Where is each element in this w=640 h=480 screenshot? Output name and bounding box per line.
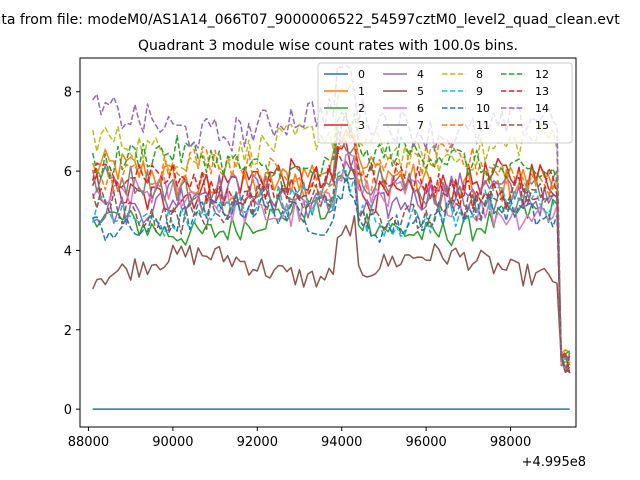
series-line-6 — [92, 153, 571, 368]
series-line-10 — [92, 172, 571, 374]
series-line-2 — [92, 168, 571, 359]
x-tick-label-0: 88000 — [68, 435, 109, 450]
legend-label-14: 14 — [535, 102, 549, 115]
x-tick-label-5: 98000 — [490, 435, 531, 450]
legend-label-0: 0 — [358, 68, 365, 81]
legend-label-3: 3 — [358, 119, 365, 132]
x-axis-ticks: 88000 90000 92000 94000 96000 98000 — [68, 427, 531, 450]
legend-label-11: 11 — [476, 119, 490, 132]
y-tick-label-1: 2 — [64, 324, 72, 339]
series-line-1 — [91, 128, 571, 355]
series-line-5 — [92, 215, 571, 366]
series-line-13 — [91, 111, 571, 374]
y-tick-label-4: 8 — [64, 86, 72, 101]
x-tick-label-2: 92000 — [237, 435, 278, 450]
y-tick-label-0: 0 — [64, 403, 72, 418]
legend-label-8: 8 — [476, 68, 483, 81]
y-axis-ticks: 0 2 4 6 8 — [64, 86, 80, 418]
legend-label-10: 10 — [476, 102, 490, 115]
legend-box — [317, 62, 573, 144]
series-line-11 — [92, 121, 571, 371]
y-tick-label-2: 4 — [64, 244, 72, 259]
series-line-9 — [91, 169, 571, 373]
legend-label-9: 9 — [476, 85, 483, 98]
series-line-4 — [92, 155, 571, 374]
legend-label-6: 6 — [417, 102, 424, 115]
axes-frame — [79, 57, 577, 428]
legend-label-13: 13 — [535, 85, 549, 98]
legend-label-7: 7 — [417, 119, 424, 132]
legend-label-4: 4 — [417, 68, 424, 81]
x-axis-offset-label: +4.995e8 — [522, 455, 586, 470]
series-line-12 — [91, 111, 571, 365]
legend-label-12: 12 — [535, 68, 549, 81]
x-tick-label-1: 90000 — [152, 435, 193, 450]
legend-label-5: 5 — [417, 85, 424, 98]
x-tick-label-4: 96000 — [405, 435, 446, 450]
chart-title: Quadrant 3 module wise count rates with … — [138, 38, 518, 54]
y-tick-label-3: 6 — [64, 165, 72, 180]
series-line-15 — [91, 151, 571, 373]
legend-label-2: 2 — [358, 102, 365, 115]
x-tick-label-3: 94000 — [321, 435, 362, 450]
legend-label-1: 1 — [358, 85, 365, 98]
figure-suptitle: Data from file: modeM0/AS1A14_066T07_900… — [0, 12, 620, 28]
legend-label-15: 15 — [535, 119, 549, 132]
